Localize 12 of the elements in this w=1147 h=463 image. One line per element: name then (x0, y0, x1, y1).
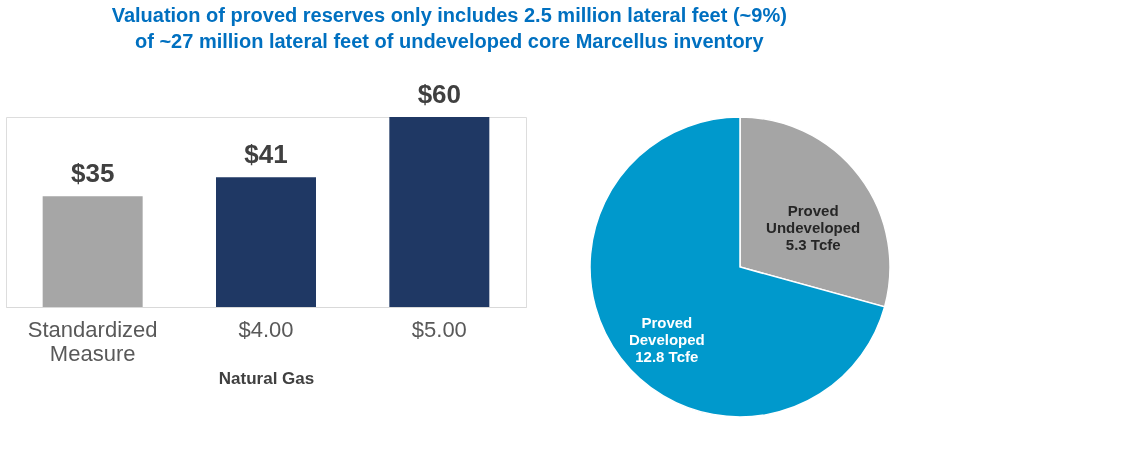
slice-label: Proved Developed (628, 313, 705, 348)
x-tick-label: $4.00 (238, 316, 294, 342)
data-label: $41 (244, 139, 288, 170)
x-tick-label: $5.00 (411, 316, 467, 342)
data-label: $60 (417, 79, 462, 109)
data-label: $35 (70, 158, 115, 189)
slice-label: Proved Undeveloped (766, 202, 861, 237)
data-label: 5.3 Tcfe (785, 236, 841, 254)
x-axis-title: Natural Gas (218, 368, 315, 388)
chart-title: Valuation of proved reserves only includes 2.5 million lateral feet (~9%) of ~27 million lateral feet of undeveloped core Marcellus inventory (111, 3, 787, 52)
x-tick-label: Standardized Measure (27, 316, 158, 366)
data-label: 12.8 Tcfe (635, 347, 699, 365)
